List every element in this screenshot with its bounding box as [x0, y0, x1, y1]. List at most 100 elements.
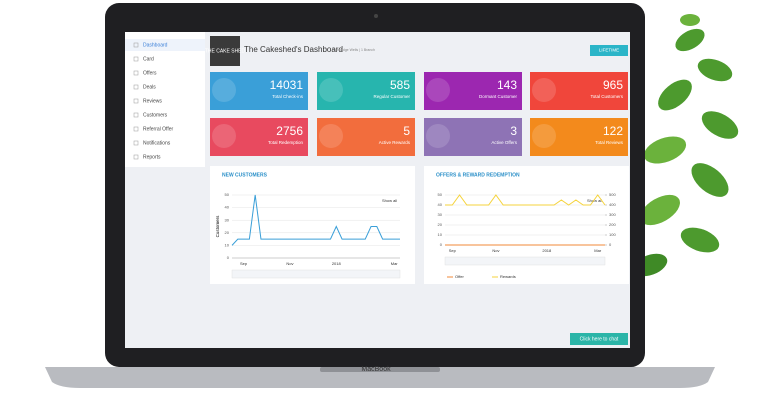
stat-card [530, 118, 628, 156]
stat-label: Total Check-ins [272, 94, 304, 99]
card-deco [532, 78, 556, 102]
active-item [125, 39, 205, 51]
card-deco [319, 124, 343, 148]
stat-card [530, 72, 628, 110]
legend-label: Offer [455, 274, 464, 279]
nav-item[interactable]: Card [143, 56, 154, 62]
x-tick-label: Nov [286, 261, 293, 266]
y-tick-label: 30 [225, 217, 230, 222]
nav-icon [133, 98, 139, 104]
laptop-base [45, 367, 715, 388]
nav-icon [133, 84, 139, 90]
y2-tick-label: 500 [609, 192, 616, 197]
card-deco [212, 78, 236, 102]
stat-value: 143 [497, 78, 517, 92]
nav-item[interactable]: Offers [143, 70, 157, 76]
show-all[interactable]: Show all [587, 198, 602, 203]
camera [374, 14, 378, 18]
x-tick-label: Mar [391, 261, 399, 266]
chat-label: Click here to chat [580, 336, 619, 342]
nav-item[interactable]: Notifications [143, 140, 171, 146]
y2-tick-label: 100 [609, 232, 616, 237]
stat-value: 965 [603, 78, 623, 92]
logo-box [210, 36, 240, 66]
y-tick-label: 10 [225, 242, 230, 247]
nav-icon [133, 70, 139, 76]
stat-label: Active Rewards [379, 140, 411, 145]
y-tick-label: 0 [440, 242, 443, 247]
sidebar [125, 32, 205, 167]
stat-value: 5 [403, 124, 410, 138]
y2-tick-label: 300 [609, 212, 616, 217]
stat-card [210, 118, 308, 156]
y-tick-label: 30 [438, 212, 443, 217]
stat-value: 3 [510, 124, 517, 138]
y2-tick-label: 400 [609, 202, 616, 207]
nav-item[interactable]: Customers [143, 112, 168, 118]
stat-card [210, 72, 308, 110]
x-tick-label: 2018 [332, 261, 342, 266]
panel [210, 166, 415, 284]
navigator [444, 256, 606, 266]
nav-item[interactable]: Deals [143, 84, 156, 90]
card-deco [319, 78, 343, 102]
panel-title: NEW CUSTOMERS [222, 172, 268, 178]
stat-card [424, 72, 522, 110]
card-deco [426, 78, 450, 102]
stat-card [424, 118, 522, 156]
stat-value: 585 [390, 78, 410, 92]
nav-item[interactable]: Reports [143, 154, 161, 160]
page-title: The Cakeshed's Dashboard [244, 45, 343, 54]
series-line [231, 194, 400, 246]
nav-item[interactable]: Reviews [143, 98, 162, 104]
card-deco [426, 124, 450, 148]
nav-icon [133, 42, 139, 48]
laptop-label: MacBook [361, 366, 391, 373]
nav-icon [133, 140, 139, 146]
plant [632, 14, 739, 277]
panel-title: OFFERS & REWARD REDEMPTION [436, 172, 520, 178]
x-tick-label: Nov [492, 248, 499, 253]
y-tick-label: 50 [225, 192, 230, 197]
stat-value: 2756 [276, 124, 303, 138]
stat-value: 122 [603, 124, 623, 138]
series-line [445, 194, 606, 206]
stat-label: Regular Customer [373, 94, 410, 99]
card-deco [212, 124, 236, 148]
subtitle: Tunbridge Wells | 1 Branch [333, 48, 375, 52]
stat-label: Total Reviews [595, 140, 624, 145]
stat-label: Dormant Customer [479, 94, 518, 99]
y-tick-label: 10 [438, 232, 443, 237]
legend-label: Rewards [500, 274, 516, 279]
lifetime-label: LIFETIME [599, 48, 619, 53]
stat-label: Total Redemption [268, 140, 304, 145]
nav-item[interactable]: Referral Offer [143, 126, 174, 132]
y-axis-label: Customers [215, 215, 220, 238]
nav-item[interactable]: Dashboard [143, 42, 168, 48]
nav-icon [133, 56, 139, 62]
y-tick-label: 20 [438, 222, 443, 227]
nav-icon [133, 154, 139, 160]
stat-label: Total Customers [590, 94, 623, 99]
y-tick-label: 20 [225, 230, 230, 235]
y-tick-label: 40 [438, 202, 443, 207]
stat-value: 14031 [270, 78, 304, 92]
nav-icon [133, 112, 139, 118]
show-all[interactable]: Show all [382, 198, 397, 203]
stat-card [317, 72, 415, 110]
stat-card [317, 118, 415, 156]
x-tick-label: Sep [240, 261, 248, 266]
lifetime-button[interactable] [590, 45, 628, 56]
chat-button[interactable] [570, 333, 628, 345]
logo: THE CAKE SHED [205, 48, 246, 54]
navigator [231, 269, 401, 279]
notch [320, 367, 440, 372]
x-tick-label: Mar [594, 248, 602, 253]
y2-tick-label: 0 [609, 242, 612, 247]
nav-icon [133, 126, 139, 132]
stat-label: Active Offers [491, 140, 517, 145]
x-tick-label: Sep [449, 248, 457, 253]
y2-tick-label: 200 [609, 222, 616, 227]
